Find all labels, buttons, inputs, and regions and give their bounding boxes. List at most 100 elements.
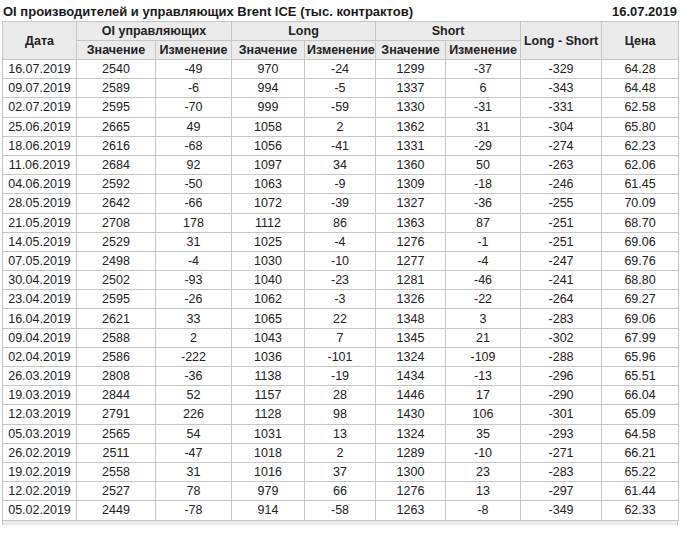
- value-cell: 970: [232, 60, 305, 79]
- change-cell: 13: [305, 424, 376, 443]
- change-cell: 6: [446, 79, 521, 98]
- col-header-short-group: Short: [376, 22, 521, 41]
- value-cell: 64.58: [602, 424, 679, 443]
- value-cell: 1331: [376, 136, 446, 155]
- change-cell: -18: [446, 175, 521, 194]
- value-cell: 2498: [77, 251, 156, 270]
- change-cell: -36: [446, 194, 521, 213]
- value-cell: 2565: [77, 424, 156, 443]
- value-cell: -283: [521, 309, 602, 328]
- value-cell: 1040: [232, 271, 305, 290]
- value-cell: 1016: [232, 462, 305, 481]
- change-cell: 52: [156, 386, 232, 405]
- value-cell: -241: [521, 271, 602, 290]
- change-cell: -70: [156, 98, 232, 117]
- value-cell: 1324: [376, 424, 446, 443]
- page-title: OI производителей и управляющих Brent IC…: [3, 4, 413, 19]
- value-cell: -247: [521, 251, 602, 270]
- value-cell: 61.45: [602, 175, 679, 194]
- table-row: 12.03.201927912261128981430106-30165.09: [3, 405, 679, 424]
- change-cell: 226: [156, 405, 232, 424]
- value-cell: 2665: [77, 117, 156, 136]
- value-cell: 65.22: [602, 462, 679, 481]
- value-cell: 69.06: [602, 309, 679, 328]
- value-cell: 2808: [77, 367, 156, 386]
- value-cell: 62.06: [602, 155, 679, 174]
- value-cell: -264: [521, 290, 602, 309]
- change-cell: 87: [446, 213, 521, 232]
- value-cell: 2527: [77, 482, 156, 501]
- col-header-short-change: Изменение: [446, 41, 521, 60]
- change-cell: -4: [446, 251, 521, 270]
- value-cell: 1337: [376, 79, 446, 98]
- change-cell: -31: [446, 98, 521, 117]
- oi-report-table: Дата OI управляющих Long Short Long - Sh…: [2, 21, 679, 521]
- col-header-short-value: Значение: [376, 41, 446, 60]
- value-cell: 1430: [376, 405, 446, 424]
- value-cell: 1330: [376, 98, 446, 117]
- change-cell: 2: [305, 117, 376, 136]
- change-cell: -68: [156, 136, 232, 155]
- change-cell: -58: [305, 501, 376, 520]
- value-cell: -255: [521, 194, 602, 213]
- date-cell: 25.06.2019: [3, 117, 77, 136]
- value-cell: 68.80: [602, 271, 679, 290]
- col-header-long-group: Long: [232, 22, 376, 41]
- value-cell: -302: [521, 328, 602, 347]
- change-cell: 7: [305, 328, 376, 347]
- change-cell: -49: [156, 60, 232, 79]
- change-cell: -78: [156, 501, 232, 520]
- value-cell: 2502: [77, 271, 156, 290]
- change-cell: -36: [156, 367, 232, 386]
- title-bar: OI производителей и управляющих Brent IC…: [0, 0, 680, 21]
- value-cell: 61.44: [602, 482, 679, 501]
- change-cell: 31: [156, 232, 232, 251]
- table-row: 21.05.20192708178111286136387-25168.70: [3, 213, 679, 232]
- value-cell: 62.58: [602, 98, 679, 117]
- col-header-long-change: Изменение: [305, 41, 376, 60]
- value-cell: 2642: [77, 194, 156, 213]
- date-cell: 11.06.2019: [3, 155, 77, 174]
- date-cell: 30.04.2019: [3, 271, 77, 290]
- value-cell: -288: [521, 347, 602, 366]
- value-cell: 62.23: [602, 136, 679, 155]
- col-header-oi-value: Значение: [77, 41, 156, 60]
- table-row: 26.02.20192511-47101821289-10-27166.21: [3, 443, 679, 462]
- value-cell: -251: [521, 213, 602, 232]
- change-cell: -101: [305, 347, 376, 366]
- change-cell: -8: [446, 501, 521, 520]
- value-cell: 2589: [77, 79, 156, 98]
- date-cell: 16.07.2019: [3, 60, 77, 79]
- change-cell: 92: [156, 155, 232, 174]
- change-cell: 106: [446, 405, 521, 424]
- value-cell: 1326: [376, 290, 446, 309]
- value-cell: -343: [521, 79, 602, 98]
- change-cell: 86: [305, 213, 376, 232]
- value-cell: -283: [521, 462, 602, 481]
- change-cell: -4: [305, 232, 376, 251]
- value-cell: 2621: [77, 309, 156, 328]
- value-cell: 1128: [232, 405, 305, 424]
- value-cell: 2791: [77, 405, 156, 424]
- change-cell: 22: [305, 309, 376, 328]
- value-cell: 1138: [232, 367, 305, 386]
- change-cell: 33: [156, 309, 232, 328]
- value-cell: 1058: [232, 117, 305, 136]
- change-cell: 21: [446, 328, 521, 347]
- value-cell: 69.76: [602, 251, 679, 270]
- value-cell: 1276: [376, 482, 446, 501]
- value-cell: 2684: [77, 155, 156, 174]
- value-cell: 70.09: [602, 194, 679, 213]
- table-row: 09.04.20192588210437134521-30267.99: [3, 328, 679, 347]
- value-cell: -271: [521, 443, 602, 462]
- value-cell: 1097: [232, 155, 305, 174]
- date-cell: 04.06.2019: [3, 175, 77, 194]
- change-cell: 98: [305, 405, 376, 424]
- col-header-date: Дата: [3, 22, 77, 60]
- table-row: 05.03.2019256554103113132435-29364.58: [3, 424, 679, 443]
- value-cell: 1324: [376, 347, 446, 366]
- table-body: 16.07.20192540-49970-241299-37-32964.280…: [3, 60, 679, 521]
- date-cell: 05.03.2019: [3, 424, 77, 443]
- change-cell: 54: [156, 424, 232, 443]
- value-cell: 67.99: [602, 328, 679, 347]
